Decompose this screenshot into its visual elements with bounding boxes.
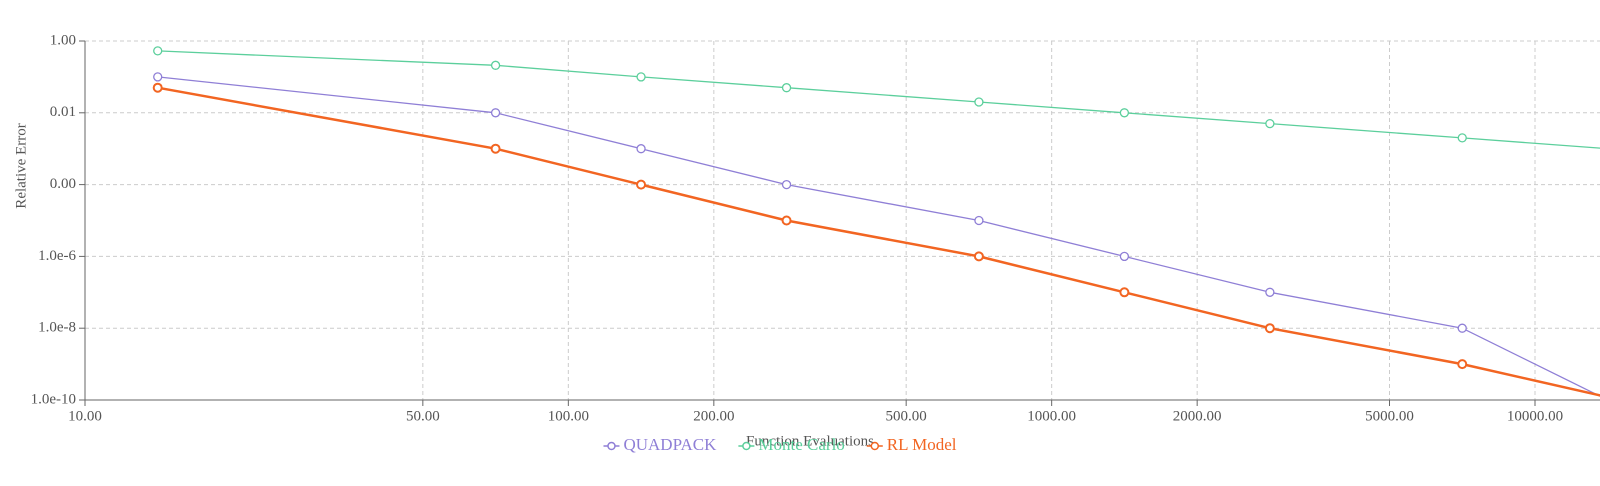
y-tick-label: 0.01 xyxy=(50,104,76,120)
x-tick-label: 50.00 xyxy=(406,408,440,424)
x-tick-label: 10000.00 xyxy=(1507,408,1563,424)
data-point xyxy=(973,251,984,262)
data-point xyxy=(781,215,792,226)
data-point xyxy=(1265,118,1275,129)
x-tick-label: 100.00 xyxy=(548,408,589,424)
data-point xyxy=(781,179,792,190)
data-point xyxy=(1457,359,1468,370)
y-tick-label: 1.00 xyxy=(50,32,76,48)
legend-label: QUADPACK xyxy=(623,435,717,454)
data-point xyxy=(153,46,163,56)
legend-marker xyxy=(742,441,751,451)
x-tick-label: 1000.00 xyxy=(1027,408,1076,424)
data-point xyxy=(1119,287,1130,298)
data-point xyxy=(1457,133,1467,143)
x-tick-label: 5000.00 xyxy=(1365,408,1414,424)
data-point xyxy=(636,144,646,154)
x-tick-label: 10.00 xyxy=(68,408,102,424)
data-point xyxy=(636,72,646,82)
data-point xyxy=(781,83,792,93)
data-point xyxy=(490,60,501,70)
data-point xyxy=(1264,323,1275,334)
y-tick-label: 1.0e-8 xyxy=(38,320,76,336)
y-tick-label: 1.0e-6 xyxy=(38,248,76,264)
legend-label: RL Model xyxy=(887,435,957,454)
data-point xyxy=(1119,108,1130,118)
data-point xyxy=(1265,287,1275,297)
data-point xyxy=(974,97,984,107)
data-point xyxy=(152,82,163,93)
x-tick-label: 200.00 xyxy=(693,408,734,424)
x-tick-label: 2000.00 xyxy=(1173,408,1222,424)
data-point xyxy=(490,143,501,154)
data-point xyxy=(490,108,501,118)
data-point xyxy=(974,215,984,226)
legend-marker xyxy=(870,441,880,451)
legend-marker xyxy=(607,441,616,451)
data-point xyxy=(1119,251,1130,262)
x-axis-title: Function Evaluations xyxy=(746,433,874,449)
legend: QUADPACK Monte Carlo RL Model xyxy=(603,435,957,454)
data-point xyxy=(636,179,647,190)
series-line xyxy=(157,86,1600,397)
x-tick-label: 500.00 xyxy=(886,408,927,424)
data-point xyxy=(1457,323,1467,333)
y-axis-title: Relative Error xyxy=(13,123,29,208)
data-point xyxy=(153,72,163,82)
legend-label: Monte Carlo xyxy=(758,435,844,454)
y-tick-label: 0.00 xyxy=(50,176,76,192)
y-tick-label: 1.0e-10 xyxy=(31,391,76,407)
